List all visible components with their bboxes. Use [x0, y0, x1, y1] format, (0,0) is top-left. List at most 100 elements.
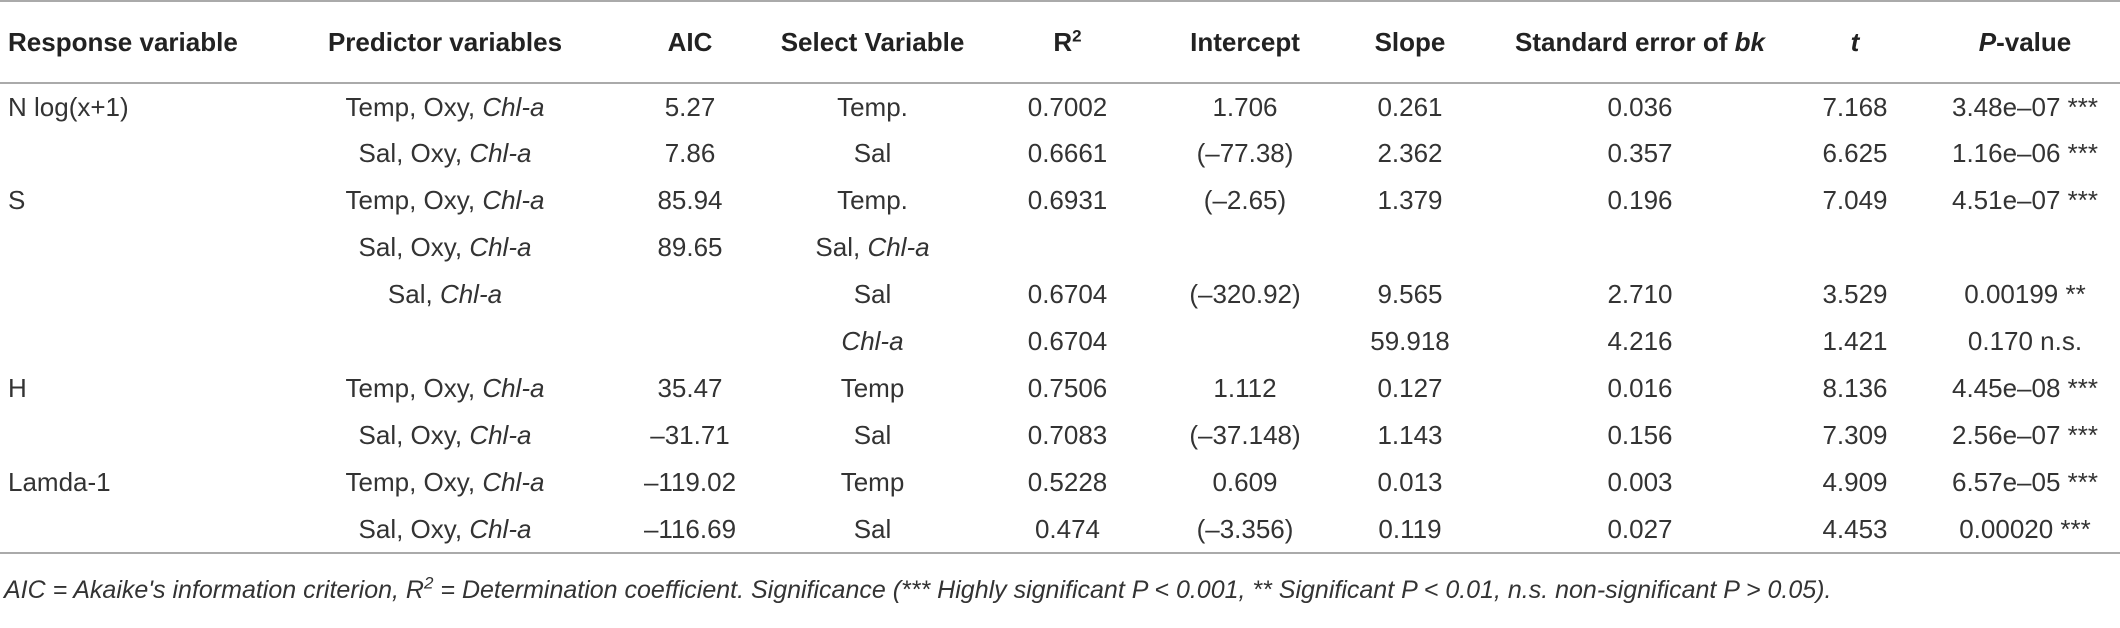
table-cell: 0.00199 ** [1964, 279, 2086, 309]
table-cell: S [8, 185, 26, 215]
table-cell: 0.7506 [1027, 373, 1108, 403]
table-cell: 3.48e–07 *** [1951, 91, 2099, 122]
table-cell: 4.216 [1607, 326, 1673, 356]
table-cell [0, 412, 290, 459]
table-cell [1320, 224, 1500, 271]
table-cell [1170, 318, 1320, 365]
table-cell: 7.86 [664, 138, 716, 168]
table-row: Sal, Chl-a Sal 0.6704 (–320.92) 9.565 2.710 3.… [0, 271, 2120, 318]
text-segment: Sal, Oxy, [358, 420, 470, 450]
table-cell: 0.609 [1212, 467, 1278, 497]
table-cell: 6.57e–05 *** [1951, 467, 2099, 497]
text-segment: AIC = Akaike's information criterion, R [4, 576, 424, 604]
text-segment: Temp, Oxy, [345, 185, 483, 215]
text-segment: Chl-a [482, 91, 545, 122]
header-cell: R2 [965, 0, 1170, 84]
table-cell: 4.51e–07 *** [1951, 185, 2099, 215]
table-cell: 0.6704 [1027, 326, 1108, 356]
header-cell: Response variable [0, 0, 290, 84]
table-cell: Sal, Oxy, Chl-a [290, 506, 600, 554]
table-cell: 1.421 [1822, 326, 1888, 356]
table-cell: 0.5228 [1027, 467, 1108, 497]
table-cell [1500, 224, 1780, 271]
table-cell: 1.143 [1377, 420, 1443, 450]
text-segment: Sal, [387, 279, 440, 309]
table-cell: –31.71 [650, 420, 730, 450]
table-cell: Temp, Oxy, Chl-a [290, 459, 600, 506]
table-cell: 2.56e–07 *** [1951, 420, 2099, 450]
table-row: Sal, Oxy, Chl-a –116.69 Sal 0.474 (–3.356) 0.… [0, 506, 2120, 554]
table-cell: 0.00020 *** [1930, 506, 2120, 554]
table-row: Sal, Oxy, Chl-a 7.86 Sal 0.6661 (–77.38) 2.36… [0, 130, 2120, 177]
table-cell: 0.6661 [1027, 138, 1108, 168]
table-cell: Sal [853, 279, 892, 309]
table-cell: (–77.38) [1196, 138, 1294, 168]
header-cell: Standard error of bk [1500, 0, 1780, 84]
table-cell: 0.196 [1607, 185, 1673, 215]
table-cell [600, 318, 780, 365]
header-cell: t [1780, 0, 1930, 84]
header-cell: Predictor variables [290, 0, 600, 84]
header-cell: AIC [600, 0, 780, 84]
text-segment: 2 [1072, 25, 1082, 45]
table-cell: 0.474 [965, 506, 1170, 554]
table-cell [965, 224, 1170, 271]
table-row: Lamda-1 Temp, Oxy, Chl-a –119.02 Temp 0.5228… [0, 459, 2120, 506]
table-cell: 89.65 [657, 232, 723, 262]
table-cell: 0.036 [1607, 91, 1673, 122]
table-cell [0, 130, 290, 177]
text-segment: Chl-a [469, 420, 532, 450]
table-cell: 0.7083 [1027, 420, 1108, 450]
table-cell: –119.02 [643, 467, 737, 497]
table-cell: (–3.356) [1170, 506, 1320, 554]
text-segment: P [1978, 26, 1997, 57]
table-cell: 7.049 [1822, 185, 1888, 215]
table-cell: 1.379 [1377, 185, 1443, 215]
header-row: Response variable Predictor variables AIC S… [0, 0, 2120, 84]
text-segment: Chl-a [482, 373, 545, 403]
table-cell: 5.27 [664, 91, 716, 122]
header-cell: Select Variable [780, 0, 965, 84]
text-segment: Chl-a [867, 232, 930, 262]
table-cell: Sal, Chl-a [290, 271, 600, 318]
table-cell: Temp [840, 467, 905, 497]
table-cell: 59.918 [1370, 326, 1450, 356]
table-cell: 7.309 [1822, 420, 1888, 450]
text-segment: 2 [423, 573, 434, 593]
table-cell [0, 318, 290, 365]
table-cell: Temp, Oxy, Chl-a [290, 177, 600, 224]
table-cell [0, 271, 290, 318]
table-cell: 2.362 [1377, 138, 1443, 168]
header-cell: Slope [1320, 0, 1500, 84]
table-row: N log(x+1) Temp, Oxy, Chl-a 5.27 Temp. 0.700… [0, 83, 2120, 130]
table-cell: 0.013 [1377, 467, 1443, 497]
table-cell: 3.529 [1822, 279, 1888, 309]
table-cell: Chl-a [780, 318, 965, 365]
text-segment: Standard error of [1515, 26, 1735, 57]
table-cell [290, 318, 600, 365]
table-body: N log(x+1) Temp, Oxy, Chl-a 5.27 Temp. 0.700… [0, 83, 2120, 554]
table-cell [1170, 224, 1320, 271]
text-segment: Sal, Oxy, [358, 138, 470, 168]
table-cell: Sal, Oxy, Chl-a [290, 412, 600, 459]
table-row: Sal, Oxy, Chl-a 89.65 Sal, Chl-a [0, 224, 2120, 271]
table-cell: 0.127 [1377, 373, 1443, 403]
table-row: H Temp, Oxy, Chl-a 35.47 Temp 0.7506 1.112 0.1… [0, 365, 2120, 412]
text-segment: Chl-a [469, 138, 532, 168]
text-segment: Sal, [815, 232, 868, 262]
text-segment: Sal, Oxy, [358, 513, 470, 544]
table-cell: 1.706 [1212, 91, 1278, 122]
table-cell: 7.168 [1822, 91, 1888, 122]
table-cell: 4.45e–08 *** [1951, 373, 2099, 403]
table-cell: Temp, Oxy, Chl-a [290, 83, 600, 130]
table-cell: 0.6704 [1027, 279, 1108, 309]
header-cell: Intercept [1170, 0, 1320, 84]
table-cell: 0.016 [1607, 373, 1673, 403]
table-cell: H [8, 373, 27, 403]
table-cell: N log(x+1) [8, 91, 129, 122]
table-row: S Temp, Oxy, Chl-a 85.94 Temp. 0.6931 (–2.65)… [0, 177, 2120, 224]
table-cell: 4.909 [1822, 467, 1888, 497]
table-cell [1780, 224, 1930, 271]
table-cell: 8.136 [1822, 373, 1888, 403]
